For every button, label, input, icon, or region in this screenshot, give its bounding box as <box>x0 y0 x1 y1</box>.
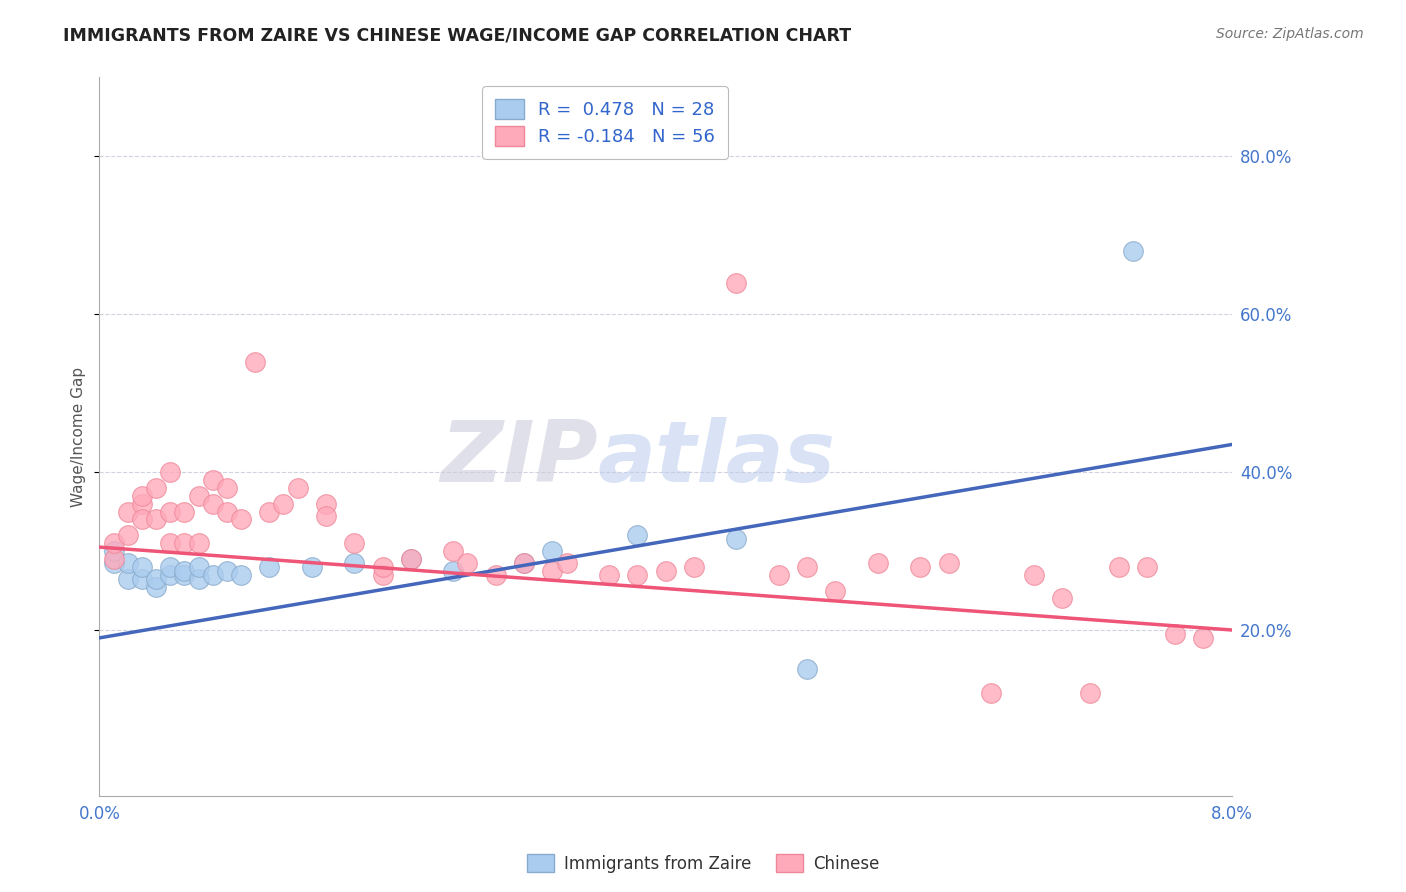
Text: IMMIGRANTS FROM ZAIRE VS CHINESE WAGE/INCOME GAP CORRELATION CHART: IMMIGRANTS FROM ZAIRE VS CHINESE WAGE/IN… <box>63 27 852 45</box>
Point <box>117 556 139 570</box>
Point <box>159 567 181 582</box>
Point <box>215 505 238 519</box>
Point <box>1108 559 1130 574</box>
Point <box>768 567 790 582</box>
Point <box>131 497 153 511</box>
Point <box>187 536 209 550</box>
Point <box>555 556 578 570</box>
Point <box>187 489 209 503</box>
Point <box>117 505 139 519</box>
Point <box>145 481 167 495</box>
Point <box>1122 244 1144 259</box>
Point <box>173 567 195 582</box>
Y-axis label: Wage/Income Gap: Wage/Income Gap <box>72 367 86 507</box>
Point <box>866 556 889 570</box>
Point <box>513 556 536 570</box>
Point <box>287 481 309 495</box>
Point <box>513 556 536 570</box>
Point <box>131 572 153 586</box>
Point <box>103 552 125 566</box>
Point <box>131 512 153 526</box>
Point <box>243 354 266 368</box>
Point <box>541 544 564 558</box>
Point <box>796 663 818 677</box>
Point <box>938 556 960 570</box>
Point <box>441 564 464 578</box>
Point <box>371 567 394 582</box>
Point <box>796 559 818 574</box>
Point <box>131 559 153 574</box>
Text: ZIP: ZIP <box>440 417 598 500</box>
Point <box>980 686 1002 700</box>
Text: atlas: atlas <box>598 417 835 500</box>
Point <box>315 497 337 511</box>
Point <box>1022 567 1045 582</box>
Point <box>173 536 195 550</box>
Point <box>485 567 508 582</box>
Point <box>259 505 281 519</box>
Point <box>456 556 478 570</box>
Point <box>654 564 676 578</box>
Point <box>824 583 846 598</box>
Point <box>1050 591 1073 606</box>
Point <box>343 556 366 570</box>
Point <box>1078 686 1101 700</box>
Point <box>1192 631 1215 645</box>
Point <box>626 567 648 582</box>
Point <box>159 465 181 479</box>
Point <box>201 473 224 487</box>
Legend: Immigrants from Zaire, Chinese: Immigrants from Zaire, Chinese <box>520 847 886 880</box>
Point <box>215 564 238 578</box>
Point <box>103 544 125 558</box>
Point <box>343 536 366 550</box>
Point <box>103 536 125 550</box>
Point <box>145 572 167 586</box>
Point <box>201 497 224 511</box>
Point <box>441 544 464 558</box>
Point <box>229 567 252 582</box>
Point <box>399 552 422 566</box>
Point <box>173 505 195 519</box>
Point <box>399 552 422 566</box>
Point <box>131 489 153 503</box>
Point <box>187 572 209 586</box>
Point <box>315 508 337 523</box>
Point <box>201 567 224 582</box>
Point <box>159 505 181 519</box>
Point <box>259 559 281 574</box>
Point <box>626 528 648 542</box>
Point <box>725 533 748 547</box>
Point <box>541 564 564 578</box>
Point <box>215 481 238 495</box>
Point <box>1164 627 1187 641</box>
Point <box>145 512 167 526</box>
Point <box>159 536 181 550</box>
Legend: R =  0.478   N = 28, R = -0.184   N = 56: R = 0.478 N = 28, R = -0.184 N = 56 <box>482 87 728 159</box>
Point <box>117 572 139 586</box>
Point <box>273 497 295 511</box>
Point <box>159 559 181 574</box>
Point <box>910 559 932 574</box>
Point <box>229 512 252 526</box>
Point <box>145 580 167 594</box>
Text: Source: ZipAtlas.com: Source: ZipAtlas.com <box>1216 27 1364 41</box>
Point <box>301 559 323 574</box>
Point <box>683 559 706 574</box>
Point <box>173 564 195 578</box>
Point <box>117 528 139 542</box>
Point <box>725 276 748 290</box>
Point <box>1136 559 1159 574</box>
Point <box>598 567 620 582</box>
Point <box>103 556 125 570</box>
Point <box>187 559 209 574</box>
Point <box>371 559 394 574</box>
